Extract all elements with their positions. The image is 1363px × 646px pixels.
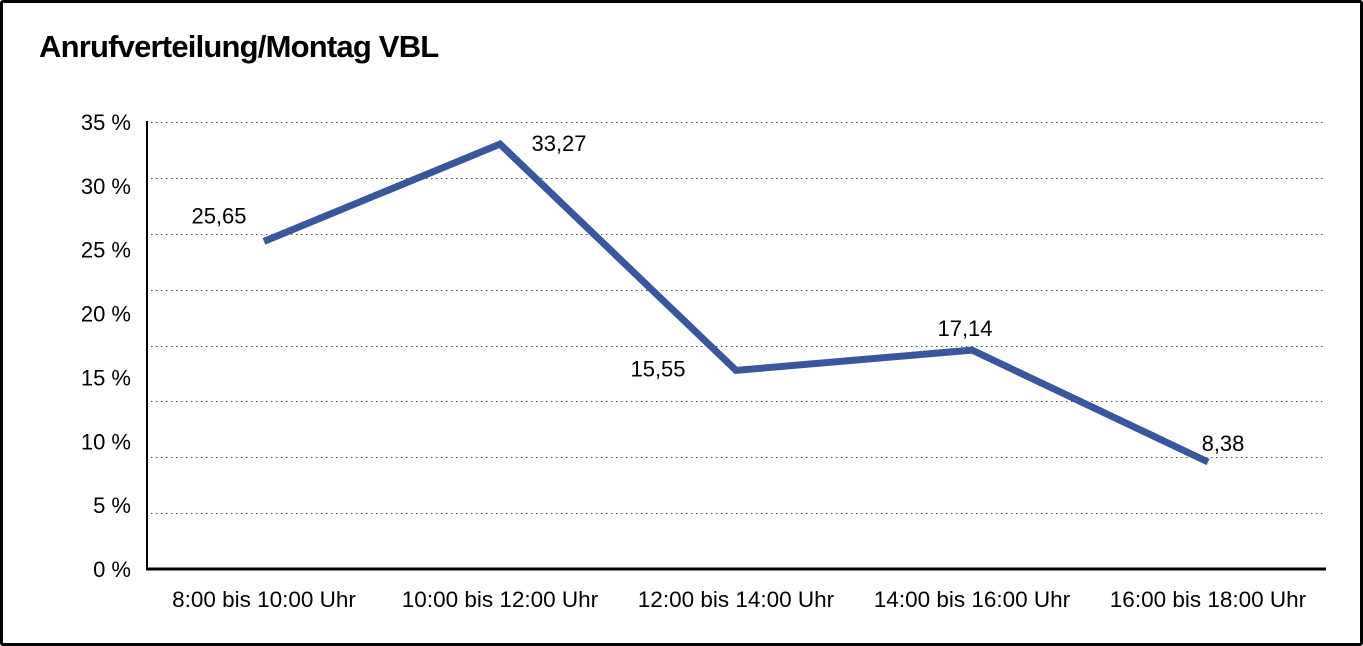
y-axis-label: 30 % xyxy=(81,174,131,199)
x-axis-label: 12:00 bis 14:00 Uhr xyxy=(638,587,835,612)
y-axis-label: 10 % xyxy=(81,429,131,454)
y-axis-label: 25 % xyxy=(81,238,131,263)
y-axis-label: 5 % xyxy=(93,493,131,518)
x-axis-label: 16:00 bis 18:00 Uhr xyxy=(1110,587,1307,612)
data-point-label: 8,38 xyxy=(1202,431,1245,456)
line-chart-canvas: 35 % 30 % 25 % 20 % 15 % 10 % 5 % 0 % 8:00 bis 1… xyxy=(81,110,1326,612)
series-line xyxy=(262,139,1210,466)
y-axis-label: 15 % xyxy=(81,365,131,390)
y-axis-label: 0 % xyxy=(93,557,131,582)
x-axis-label: 10:00 bis 12:00 Uhr xyxy=(402,587,599,612)
y-axis-label: 20 % xyxy=(81,302,131,327)
data-point-label: 17,14 xyxy=(937,316,992,341)
data-point-label: 15,55 xyxy=(630,356,685,381)
data-point-label: 25,65 xyxy=(191,203,246,228)
chart-title: Anrufverteilung/Montag VBL xyxy=(39,29,439,64)
data-point-label: 33,27 xyxy=(531,131,586,156)
x-axis-label: 14:00 bis 16:00 Uhr xyxy=(874,587,1071,612)
y-axis-label: 35 % xyxy=(81,110,131,135)
x-axis-label: 8:00 bis 10:00 Uhr xyxy=(172,587,356,612)
